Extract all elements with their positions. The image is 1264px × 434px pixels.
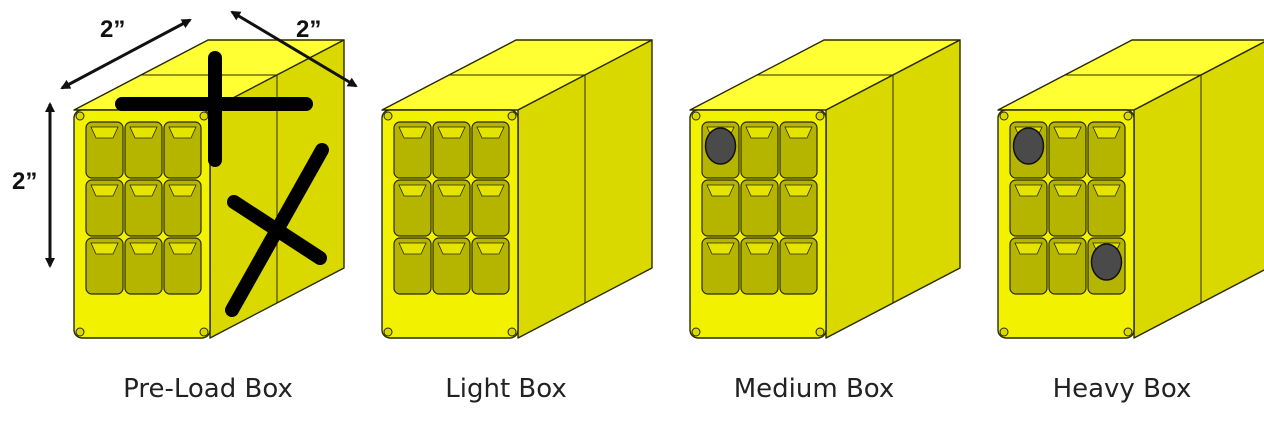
width-dimension-label: 2” <box>100 16 126 43</box>
preload-box <box>73 39 345 339</box>
cell-wall <box>1053 126 1082 139</box>
corner-node <box>383 327 393 337</box>
cell-wall <box>745 126 774 139</box>
caption-medium-box: Medium Box <box>733 374 895 404</box>
height-dimension-label: 2” <box>12 168 38 195</box>
cell-wall <box>168 184 197 197</box>
cell-wall <box>1014 184 1043 197</box>
heavy-box <box>997 39 1264 339</box>
cell-wall <box>784 184 813 197</box>
cell-wall <box>129 242 158 255</box>
caption-pre-load-box: Pre-Load Box <box>123 374 293 404</box>
corner-node <box>507 111 517 121</box>
cell-wall <box>90 242 119 255</box>
caption-light-box: Light Box <box>445 374 567 404</box>
corner-node <box>691 327 701 337</box>
cell-wall <box>1092 184 1121 197</box>
corner-node <box>691 111 701 121</box>
caption-heavy-box: Heavy Box <box>1052 374 1192 404</box>
corner-node <box>75 327 85 337</box>
cell-wall <box>129 184 158 197</box>
corner-node <box>815 327 825 337</box>
weight-disc-bottom-right <box>1090 243 1123 281</box>
cell-wall <box>1014 242 1043 255</box>
cell-wall <box>706 242 735 255</box>
medium-box <box>689 39 961 339</box>
corner-node <box>383 111 393 121</box>
corner-node <box>999 111 1009 121</box>
cell-wall <box>784 126 813 139</box>
cell-wall <box>90 126 119 139</box>
cell-wall <box>398 242 427 255</box>
depth-dimension-arrow <box>230 10 358 88</box>
cell-wall <box>745 184 774 197</box>
depth-dimension-label: 2” <box>296 16 322 43</box>
width-dimension-arrow <box>60 18 192 90</box>
cell-wall <box>706 184 735 197</box>
cell-wall <box>437 184 466 197</box>
corner-node <box>999 327 1009 337</box>
weight-disc-top-left <box>1012 127 1045 165</box>
cell-wall <box>476 184 505 197</box>
weight-disc-top-left <box>704 127 737 165</box>
cell-wall <box>398 184 427 197</box>
corner-node <box>1123 111 1133 121</box>
corner-node <box>199 327 209 337</box>
corner-node <box>815 111 825 121</box>
cell-wall <box>476 126 505 139</box>
corner-node <box>75 111 85 121</box>
cell-wall <box>129 126 158 139</box>
cell-wall <box>437 126 466 139</box>
corner-node <box>199 111 209 121</box>
side-cross-mark-crossbar <box>227 195 327 265</box>
cell-wall <box>168 126 197 139</box>
cell-wall <box>1092 126 1121 139</box>
cell-wall <box>1053 184 1082 197</box>
corner-node <box>1123 327 1133 337</box>
cell-wall <box>168 242 197 255</box>
cell-wall <box>90 184 119 197</box>
cell-wall <box>437 242 466 255</box>
corner-node <box>507 327 517 337</box>
cell-wall <box>398 126 427 139</box>
light-box <box>381 39 653 339</box>
cell-wall <box>745 242 774 255</box>
cell-wall <box>784 242 813 255</box>
cell-wall <box>476 242 505 255</box>
cell-wall <box>1053 242 1082 255</box>
